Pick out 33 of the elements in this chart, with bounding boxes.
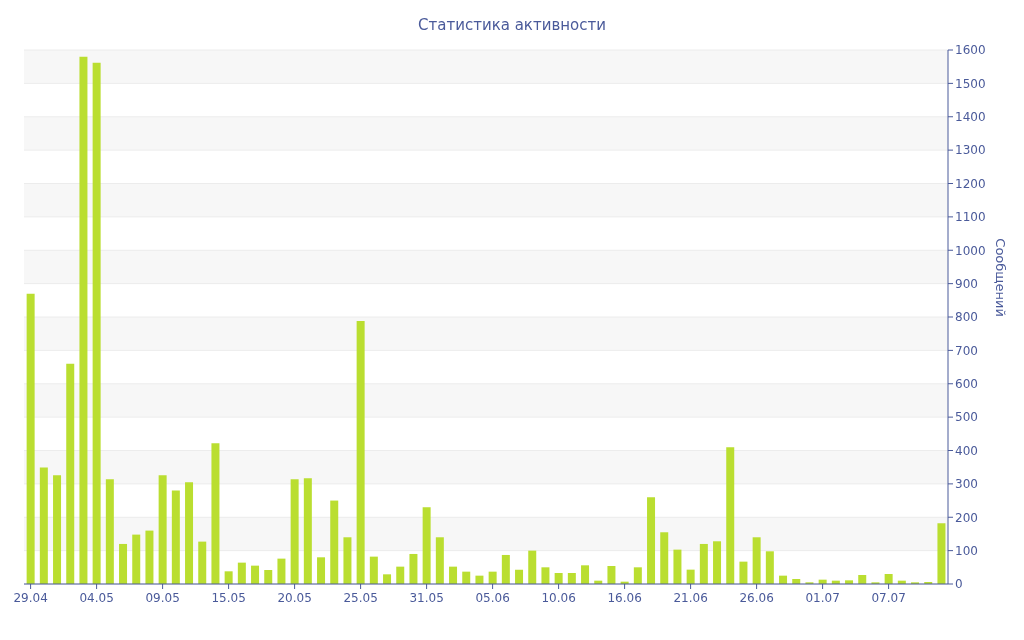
y2-tick-label: 700 xyxy=(955,343,978,358)
y2-tick-label: 800 xyxy=(955,310,978,325)
y2-tick-label: 100 xyxy=(955,543,978,558)
x-tick-label: 01.07 xyxy=(805,591,840,605)
x-tick-label: 21.06 xyxy=(673,591,708,605)
y2-tick-label: 400 xyxy=(955,443,978,458)
y2-tick-label: 600 xyxy=(955,377,978,392)
x-tick-label: 05.06 xyxy=(475,591,510,605)
x-tick-label: 16.06 xyxy=(607,591,642,605)
x-tick-label: 31.05 xyxy=(409,591,444,605)
x-tick-label: 10.06 xyxy=(541,591,576,605)
y2-tick-label: 300 xyxy=(955,477,978,492)
y2-tick-label: 1500 xyxy=(955,76,986,91)
y2-tick-label: 1600 xyxy=(955,43,986,58)
y2-tick-label: 0 xyxy=(955,577,963,592)
y2-tick-label: 1400 xyxy=(955,110,986,125)
y2-tick-label: 1100 xyxy=(955,210,986,225)
x-tick-label: 09.05 xyxy=(145,591,180,605)
x-tick-label: 15.05 xyxy=(211,591,246,605)
chart-title: Статистика активности xyxy=(417,16,607,34)
y2-tick-label: 200 xyxy=(955,510,978,525)
x-tick-label: 29.04 xyxy=(13,591,48,605)
x-tick-label: 04.05 xyxy=(79,591,114,605)
x-tick-label: 25.05 xyxy=(343,591,378,605)
x-tick-label: 26.06 xyxy=(739,591,774,605)
y2-tick-label: 900 xyxy=(955,276,978,291)
y2-tick-label: 1000 xyxy=(955,243,986,258)
x-tick-label: 07.07 xyxy=(871,591,906,605)
x-tick-label: 20.05 xyxy=(277,591,312,605)
y2-tick-label: 1300 xyxy=(955,143,986,158)
y2-axis-title: Сообщений xyxy=(993,238,1009,317)
y2-tick-label: 1200 xyxy=(955,176,986,191)
y2-tick-label: 500 xyxy=(955,410,978,425)
